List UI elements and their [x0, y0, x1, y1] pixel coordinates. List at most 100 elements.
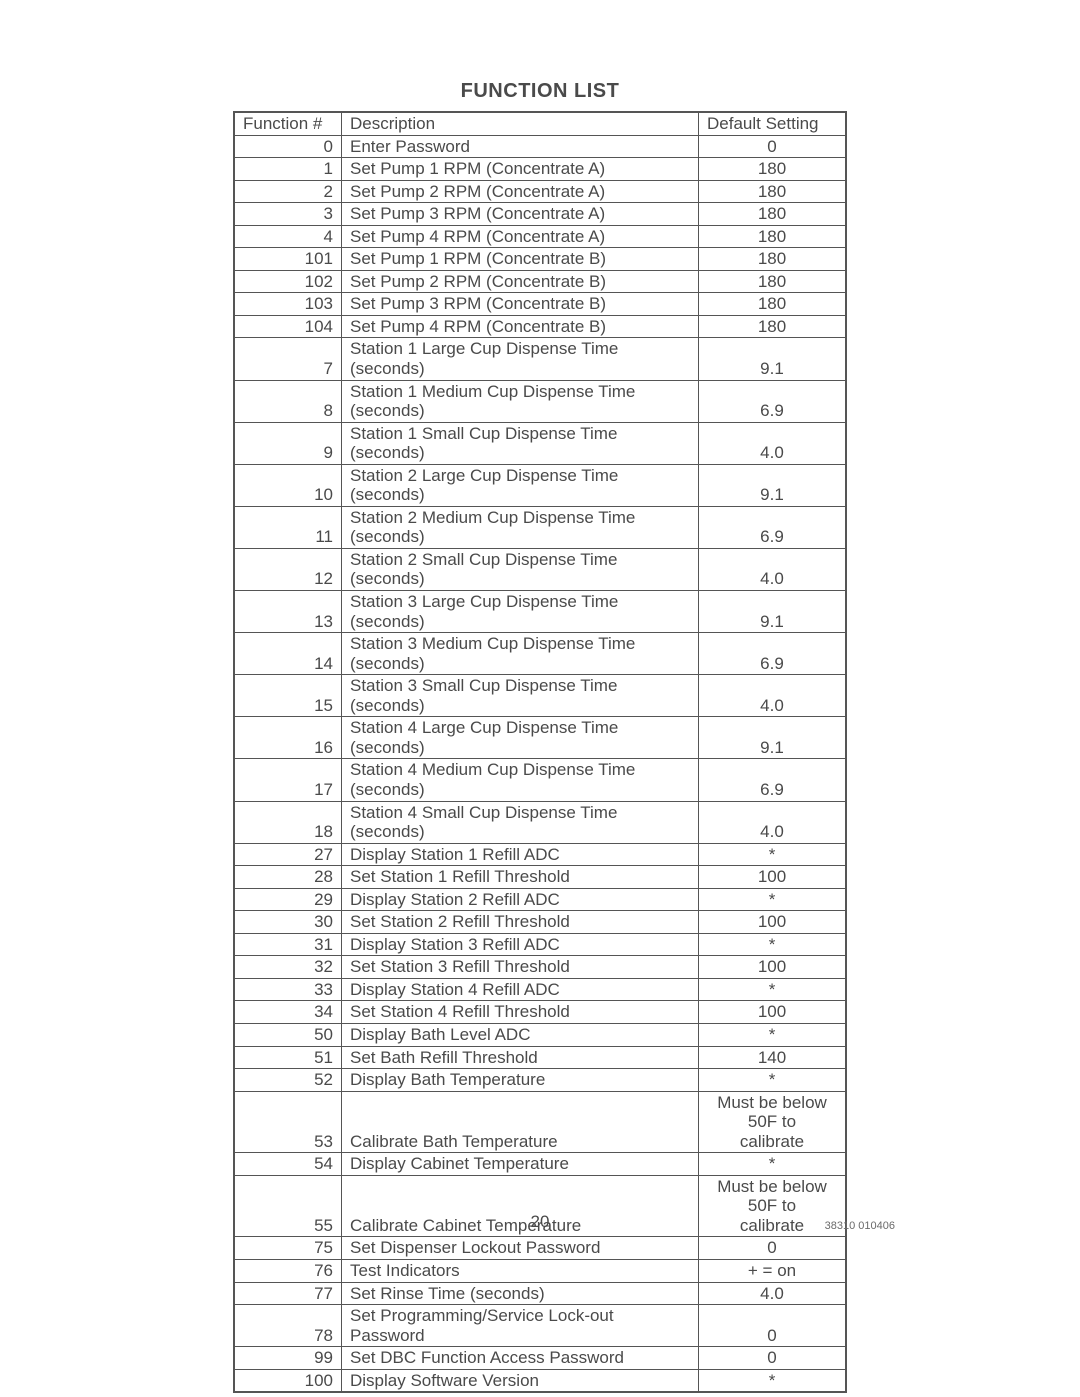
cell-default-setting: * [699, 1023, 847, 1046]
cell-function-number: 75 [234, 1237, 342, 1260]
cell-function-number: 28 [234, 866, 342, 889]
page-footer: 20 38310 010406 [0, 1212, 1080, 1232]
cell-description: Display Bath Temperature [342, 1069, 699, 1092]
table-row: 0Enter Password0 [234, 135, 846, 158]
table-row: 3Set Pump 3 RPM (Concentrate A)180 [234, 203, 846, 226]
table-row: 53Calibrate Bath TemperatureMust be belo… [234, 1091, 846, 1153]
table-row: 28Set Station 1 Refill Threshold100 [234, 866, 846, 889]
table-row: 11Station 2 Medium Cup Dispense Time (se… [234, 506, 846, 548]
table-row: 75Set Dispenser Lockout Password0 [234, 1237, 846, 1260]
cell-description: Display Bath Level ADC [342, 1023, 699, 1046]
cell-default-setting: 180 [699, 248, 847, 271]
cell-function-number: 18 [234, 801, 342, 843]
page-title: FUNCTION LIST [0, 80, 1080, 103]
cell-default-setting: * [699, 1069, 847, 1092]
cell-description: Set Pump 2 RPM (Concentrate B) [342, 270, 699, 293]
cell-description: Display Software Version [342, 1369, 699, 1392]
cell-default-setting: * [699, 888, 847, 911]
table-row: 34Set Station 4 Refill Threshold100 [234, 1001, 846, 1024]
cell-description: Display Station 4 Refill ADC [342, 978, 699, 1001]
cell-description: Station 2 Large Cup Dispense Time (secon… [342, 464, 699, 506]
cell-description: Set Pump 4 RPM (Concentrate A) [342, 225, 699, 248]
col-header-description: Description [342, 112, 699, 135]
table-body: 0Enter Password01Set Pump 1 RPM (Concent… [234, 135, 846, 1392]
cell-function-number: 33 [234, 978, 342, 1001]
cell-function-number: 54 [234, 1153, 342, 1176]
cell-description: Set Bath Refill Threshold [342, 1046, 699, 1069]
cell-description: Set Pump 2 RPM (Concentrate A) [342, 180, 699, 203]
cell-default-setting: * [699, 1153, 847, 1176]
cell-function-number: 76 [234, 1259, 342, 1282]
table-row: 8Station 1 Medium Cup Dispense Time (sec… [234, 380, 846, 422]
cell-default-setting: 9.1 [699, 338, 847, 380]
table-row: 31Display Station 3 Refill ADC* [234, 933, 846, 956]
cell-description: Station 1 Small Cup Dispense Time (secon… [342, 422, 699, 464]
cell-description: Display Station 1 Refill ADC [342, 843, 699, 866]
cell-function-number: 27 [234, 843, 342, 866]
cell-default-setting: 140 [699, 1046, 847, 1069]
table-row: 99Set DBC Function Access Password0 [234, 1347, 846, 1370]
table-row: 33Display Station 4 Refill ADC* [234, 978, 846, 1001]
cell-description: Station 3 Medium Cup Dispense Time (seco… [342, 633, 699, 675]
cell-default-setting: 100 [699, 956, 847, 979]
cell-description: Set Pump 3 RPM (Concentrate B) [342, 293, 699, 316]
table-row: 18Station 4 Small Cup Dispense Time (sec… [234, 801, 846, 843]
cell-function-number: 17 [234, 759, 342, 801]
cell-default-setting: 9.1 [699, 717, 847, 759]
table-row: 27Display Station 1 Refill ADC* [234, 843, 846, 866]
cell-description: Station 2 Medium Cup Dispense Time (seco… [342, 506, 699, 548]
cell-default-setting: * [699, 1369, 847, 1392]
cell-description: Enter Password [342, 135, 699, 158]
cell-default-setting: * [699, 933, 847, 956]
cell-default-setting: 180 [699, 225, 847, 248]
cell-default-setting: 180 [699, 270, 847, 293]
table-row: 51Set Bath Refill Threshold140 [234, 1046, 846, 1069]
cell-description: Set Programming/Service Lock-out Passwor… [342, 1305, 699, 1347]
cell-description: Station 3 Small Cup Dispense Time (secon… [342, 675, 699, 717]
table-row: 4Set Pump 4 RPM (Concentrate A)180 [234, 225, 846, 248]
cell-function-number: 34 [234, 1001, 342, 1024]
cell-description: Set Station 1 Refill Threshold [342, 866, 699, 889]
cell-default-setting: 100 [699, 911, 847, 934]
table-row: 2Set Pump 2 RPM (Concentrate A)180 [234, 180, 846, 203]
cell-function-number: 13 [234, 591, 342, 633]
cell-description: Test Indicators [342, 1259, 699, 1282]
table-row: 17Station 4 Medium Cup Dispense Time (se… [234, 759, 846, 801]
cell-function-number: 30 [234, 911, 342, 934]
cell-description: Set Station 3 Refill Threshold [342, 956, 699, 979]
table-row: 77Set Rinse Time (seconds)4.0 [234, 1282, 846, 1305]
cell-default-setting: 180 [699, 293, 847, 316]
cell-function-number: 7 [234, 338, 342, 380]
cell-function-number: 50 [234, 1023, 342, 1046]
cell-description: Display Station 2 Refill ADC [342, 888, 699, 911]
cell-function-number: 99 [234, 1347, 342, 1370]
cell-description: Station 4 Small Cup Dispense Time (secon… [342, 801, 699, 843]
cell-description: Set Rinse Time (seconds) [342, 1282, 699, 1305]
table-header-row: Function # Description Default Setting [234, 112, 846, 135]
table-row: 76Test Indicators+ = on [234, 1259, 846, 1282]
page: FUNCTION LIST Function # Description Def… [0, 0, 1080, 1397]
cell-default-setting: 4.0 [699, 422, 847, 464]
cell-description: Station 4 Large Cup Dispense Time (secon… [342, 717, 699, 759]
cell-description: Display Station 3 Refill ADC [342, 933, 699, 956]
cell-description: Calibrate Bath Temperature [342, 1091, 699, 1153]
cell-default-setting: 4.0 [699, 801, 847, 843]
cell-function-number: 10 [234, 464, 342, 506]
cell-function-number: 103 [234, 293, 342, 316]
col-header-default: Default Setting [699, 112, 847, 135]
cell-default-setting: 100 [699, 866, 847, 889]
cell-default-setting: 0 [699, 1347, 847, 1370]
cell-default-setting: 4.0 [699, 548, 847, 590]
cell-description: Station 1 Large Cup Dispense Time (secon… [342, 338, 699, 380]
cell-function-number: 14 [234, 633, 342, 675]
table-row: 7Station 1 Large Cup Dispense Time (seco… [234, 338, 846, 380]
cell-function-number: 52 [234, 1069, 342, 1092]
cell-function-number: 9 [234, 422, 342, 464]
cell-function-number: 32 [234, 956, 342, 979]
cell-default-setting: 6.9 [699, 759, 847, 801]
cell-function-number: 4 [234, 225, 342, 248]
document-id: 38310 010406 [825, 1220, 895, 1232]
cell-description: Station 4 Medium Cup Dispense Time (seco… [342, 759, 699, 801]
table-row: 52Display Bath Temperature* [234, 1069, 846, 1092]
cell-function-number: 29 [234, 888, 342, 911]
